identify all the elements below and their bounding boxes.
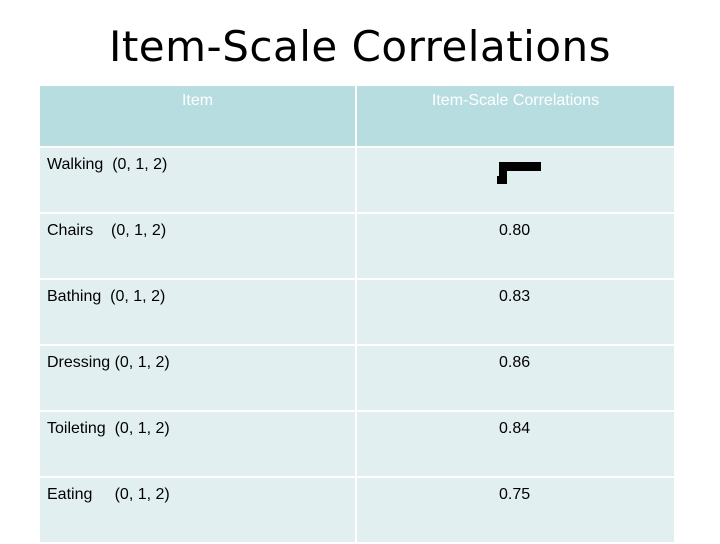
- value-cell: 0.83: [355, 278, 676, 346]
- item-cell: Chairs (0, 1, 2): [38, 212, 357, 280]
- table-row: Walking (0, 1, 2): [38, 146, 676, 214]
- header-correlation: Item-Scale Correlations: [355, 84, 676, 148]
- table-header-row: Item Item-Scale Correlations: [38, 84, 676, 148]
- value-cell: 0.75: [355, 476, 676, 544]
- item-cell: Toileting (0, 1, 2): [38, 410, 357, 478]
- table-row: Eating (0, 1, 2) 0.75: [38, 476, 676, 544]
- table-row: Chairs (0, 1, 2) 0.80: [38, 212, 676, 280]
- item-cell: Dressing (0, 1, 2): [38, 344, 357, 412]
- value-cell: 0.84: [355, 410, 676, 478]
- item-cell: Eating (0, 1, 2): [38, 476, 357, 544]
- value-cell: 0.80: [355, 212, 676, 280]
- value-cell: [355, 146, 676, 214]
- item-cell: Walking (0, 1, 2): [38, 146, 357, 214]
- table-row: Dressing (0, 1, 2) 0.86: [38, 344, 676, 412]
- page-title: Item-Scale Correlations: [108, 22, 612, 71]
- redaction-mark: [489, 154, 549, 194]
- table-row: Bathing (0, 1, 2) 0.83: [38, 278, 676, 346]
- correlation-table: Item Item-Scale Correlations Walking (0,…: [38, 84, 676, 544]
- value-cell: 0.86: [355, 344, 676, 412]
- item-cell: Bathing (0, 1, 2): [38, 278, 357, 346]
- header-item: Item: [38, 84, 357, 148]
- table-row: Toileting (0, 1, 2) 0.84: [38, 410, 676, 478]
